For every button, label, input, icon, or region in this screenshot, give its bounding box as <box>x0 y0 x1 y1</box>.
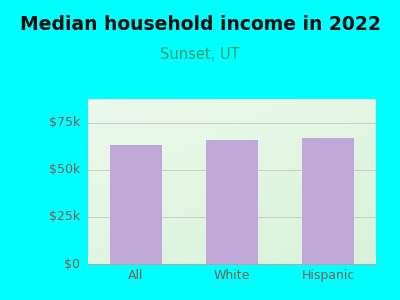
Text: $75k: $75k <box>49 116 80 129</box>
Bar <box>110 145 162 264</box>
Bar <box>206 140 258 264</box>
Text: Median household income in 2022: Median household income in 2022 <box>20 14 380 34</box>
Text: Sunset, UT: Sunset, UT <box>160 46 240 62</box>
Text: $50k: $50k <box>49 163 80 176</box>
Bar <box>302 138 354 264</box>
Text: $25k: $25k <box>49 210 80 224</box>
Text: $0: $0 <box>64 257 80 271</box>
